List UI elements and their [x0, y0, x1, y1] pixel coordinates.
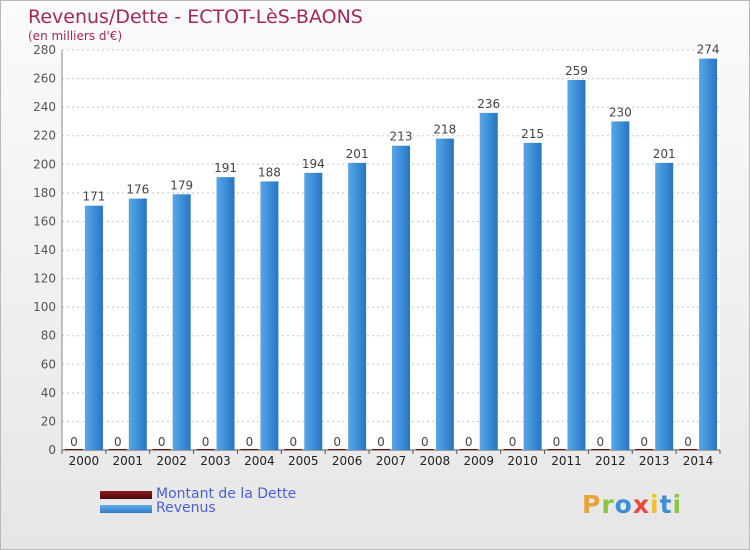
data-label-dette: 0	[465, 435, 473, 449]
data-label-revenus: 201	[346, 147, 369, 161]
data-label-dette: 0	[553, 435, 561, 449]
data-label-revenus: 213	[390, 130, 413, 144]
data-label-revenus: 191	[214, 161, 237, 175]
data-label-dette: 0	[509, 435, 517, 449]
y-tick-label: 40	[41, 386, 56, 400]
data-label-revenus: 215	[521, 127, 544, 141]
plot-area	[62, 50, 720, 450]
bar-dette	[679, 449, 698, 450]
bar-revenus	[611, 121, 630, 450]
data-label-dette: 0	[114, 435, 122, 449]
bar-dette	[196, 449, 215, 450]
y-tick-label: 280	[33, 43, 56, 57]
bar-dette	[372, 449, 390, 450]
bar-dette	[240, 449, 259, 450]
data-label-revenus: 230	[609, 105, 632, 119]
y-tick-label: 220	[33, 129, 56, 143]
x-tick-label: 2011	[551, 454, 582, 468]
x-tick-label: 2007	[376, 454, 407, 468]
bar-revenus	[304, 172, 323, 450]
data-label-revenus: 201	[653, 147, 676, 161]
data-label-dette: 0	[70, 435, 78, 449]
data-label-dette: 0	[333, 435, 341, 449]
x-tick-label: 2006	[332, 454, 363, 468]
y-tick-label: 240	[33, 100, 56, 114]
y-tick-label: 100	[33, 300, 56, 314]
data-label-dette: 0	[597, 435, 605, 449]
bar-revenus	[128, 198, 147, 450]
x-tick-label: 2009	[463, 454, 494, 468]
x-tick-label: 2010	[507, 454, 538, 468]
bar-revenus	[699, 58, 718, 450]
legend-swatch-dette	[100, 491, 152, 499]
y-tick-label: 180	[33, 186, 56, 200]
bar-dette	[64, 449, 83, 450]
y-tick-label: 20	[41, 414, 56, 428]
proxiti-logo: Proxiti	[582, 490, 683, 519]
bar-revenus	[655, 162, 674, 450]
y-tick-label: 260	[33, 72, 56, 86]
bar-dette	[284, 449, 303, 450]
y-tick-label: 60	[41, 357, 56, 371]
bar-revenus	[523, 142, 542, 450]
data-label-dette: 0	[246, 435, 254, 449]
data-label-revenus: 274	[697, 43, 720, 57]
data-label-revenus: 171	[82, 190, 105, 204]
y-tick-label: 80	[41, 329, 56, 343]
data-label-revenus: 176	[126, 183, 149, 197]
bar-revenus	[435, 138, 454, 451]
x-tick-label: 2014	[683, 454, 714, 468]
bar-revenus	[172, 194, 191, 450]
bar-revenus	[260, 181, 279, 450]
bar-dette	[503, 449, 522, 450]
x-tick-label: 2003	[200, 454, 231, 468]
x-tick-label: 2001	[113, 454, 144, 468]
legend-label-dette: Montant de la Dette	[156, 486, 297, 502]
y-tick-label: 120	[33, 272, 56, 286]
x-tick-label: 2012	[595, 454, 626, 468]
data-label-dette: 0	[202, 435, 210, 449]
x-tick-label: 2013	[639, 454, 670, 468]
data-label-revenus: 259	[565, 64, 588, 78]
y-tick-label: 160	[33, 214, 56, 228]
bar-dette	[108, 449, 127, 450]
data-label-dette: 0	[289, 435, 297, 449]
bar-dette	[635, 449, 654, 450]
bar-dette	[547, 449, 566, 450]
bar-dette	[152, 449, 171, 450]
bar-revenus	[567, 80, 586, 450]
bar-revenus	[348, 162, 367, 450]
data-label-revenus: 194	[302, 157, 325, 171]
y-tick-label: 200	[33, 157, 56, 171]
x-tick-label: 2005	[288, 454, 319, 468]
data-label-dette: 0	[684, 435, 692, 449]
bar-revenus	[479, 112, 498, 450]
bar-dette	[328, 449, 347, 450]
data-label-dette: 0	[158, 435, 166, 449]
bar-dette	[415, 449, 434, 450]
y-tick-label: 0	[48, 443, 56, 457]
data-label-dette: 0	[377, 435, 385, 449]
bar-revenus	[216, 177, 235, 450]
chart-title: Revenus/Dette - ECTOT-LèS-BAONS	[28, 6, 363, 28]
bar-revenus	[84, 205, 103, 450]
x-tick-label: 2008	[420, 454, 451, 468]
x-tick-label: 2004	[244, 454, 275, 468]
bar-revenus	[392, 145, 410, 450]
data-label-revenus: 236	[477, 97, 500, 111]
y-tick-label: 140	[33, 243, 56, 257]
data-label-revenus: 179	[170, 178, 193, 192]
bar-dette	[459, 449, 478, 450]
data-label-dette: 0	[640, 435, 648, 449]
x-tick-label: 2000	[69, 454, 100, 468]
legend-swatch-revenus	[100, 505, 152, 513]
chart-subtitle: (en milliers d'€)	[28, 29, 123, 43]
data-label-revenus: 218	[433, 123, 456, 137]
bar-dette	[591, 449, 610, 450]
data-label-dette: 0	[421, 435, 429, 449]
x-tick-label: 2002	[156, 454, 187, 468]
legend-label-revenus: Revenus	[156, 500, 216, 516]
data-label-revenus: 188	[258, 165, 281, 179]
